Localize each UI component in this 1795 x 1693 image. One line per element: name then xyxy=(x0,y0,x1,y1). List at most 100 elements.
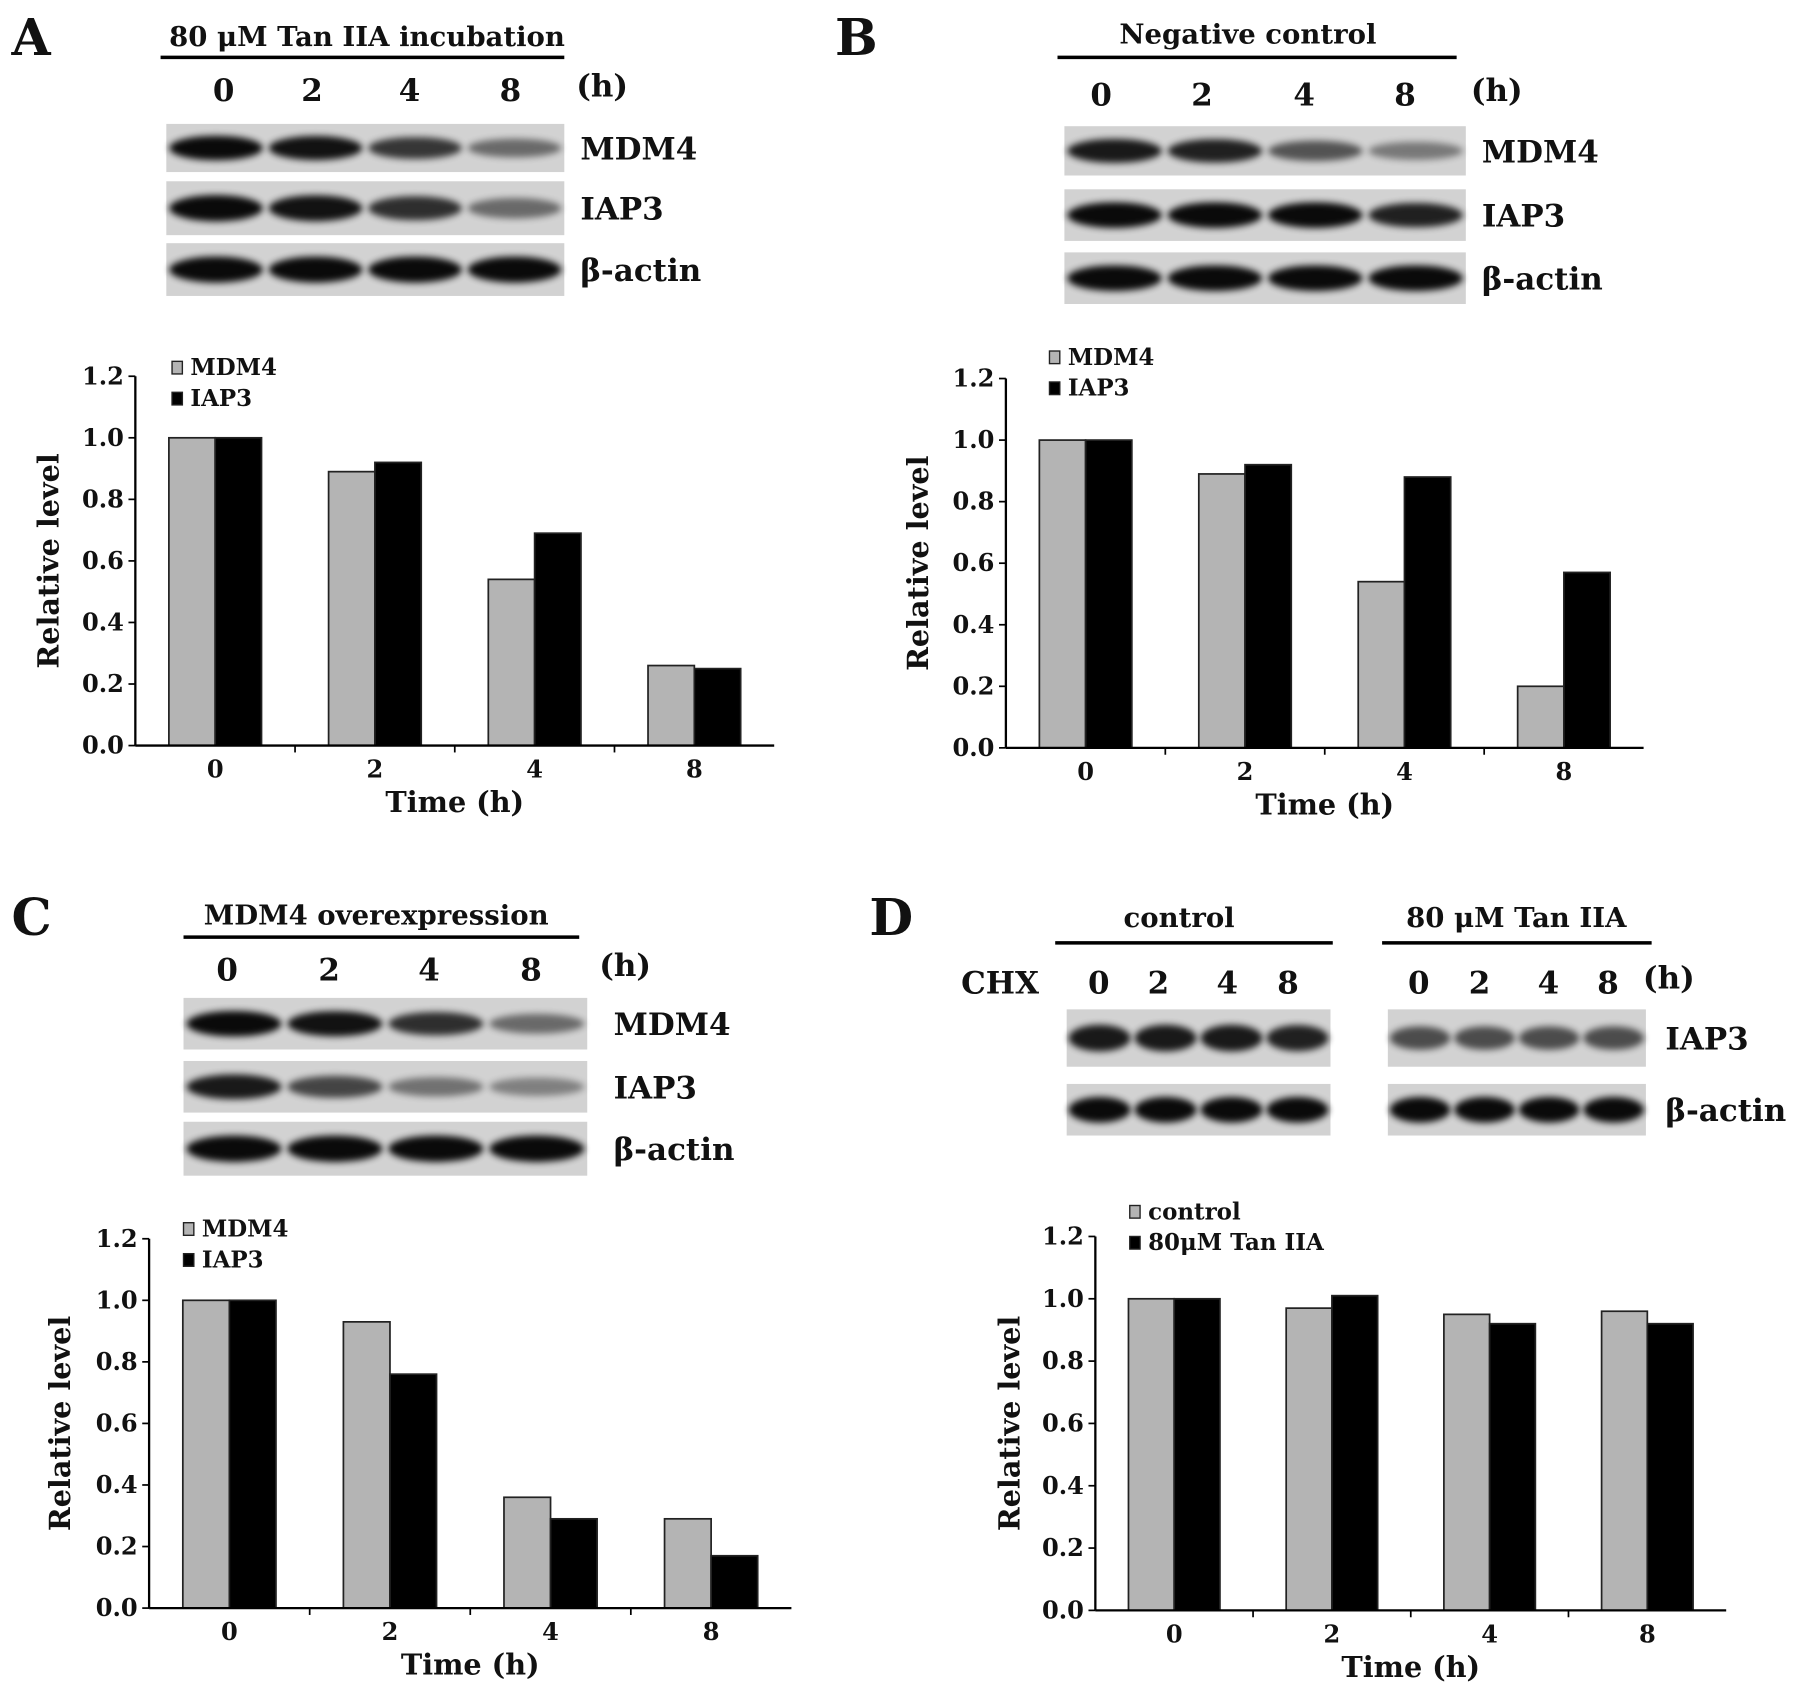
y-axis-label: Relative level xyxy=(43,1316,77,1531)
band xyxy=(186,1010,282,1037)
lane-label: 4 xyxy=(1293,78,1315,114)
x-tick-label: 4 xyxy=(1481,1619,1498,1648)
x-tick-label: 0 xyxy=(1077,757,1094,786)
bar-80-m-tan-iia-2 xyxy=(1331,1294,1379,1612)
y-tick-label: 0.6 xyxy=(96,1408,138,1437)
bar-mdm4-0 xyxy=(168,436,217,747)
legend-swatch xyxy=(1129,1235,1141,1250)
band xyxy=(1368,141,1463,160)
band xyxy=(1068,1024,1131,1052)
x-axis-label: Time (h) xyxy=(1341,1650,1480,1684)
blot-mdm4 xyxy=(166,123,565,173)
bar-control-2 xyxy=(1285,1307,1333,1612)
y-axis-label: Relative level xyxy=(993,1316,1027,1531)
x-tick-label: 8 xyxy=(1556,757,1573,786)
lane-label: 2 xyxy=(318,953,340,989)
band xyxy=(1454,1026,1515,1050)
time-unit-label: (h) xyxy=(1471,73,1523,109)
y-tick-label: 0.0 xyxy=(82,731,124,760)
band xyxy=(1134,1096,1197,1123)
bar-80-m-tan-iia-0 xyxy=(1173,1297,1221,1612)
blot-mdm4 xyxy=(183,997,588,1050)
y-axis-label: Relative level xyxy=(31,453,65,668)
condition-header: MDM4 overexpression xyxy=(204,899,549,931)
row-label: CHX xyxy=(961,965,1039,1001)
legend-label: MDM4 xyxy=(1068,344,1155,371)
y-tick-label: 0.6 xyxy=(953,548,995,577)
time-unit-label: (h) xyxy=(576,68,628,104)
blot-label: β-actin xyxy=(580,253,701,289)
lane-label: 0 xyxy=(213,73,235,109)
lane-label: 8 xyxy=(1597,965,1619,1001)
bar-mdm4-2 xyxy=(327,470,376,747)
blot-beta-actin xyxy=(1066,1083,1646,1136)
band xyxy=(268,135,363,161)
bar-iap3-2 xyxy=(1244,463,1293,749)
y-tick-label: 0.6 xyxy=(82,546,124,575)
panel-letter: B xyxy=(835,8,878,67)
blot-iap3 xyxy=(1066,1009,1646,1067)
band xyxy=(169,135,263,161)
x-tick-label: 4 xyxy=(526,755,543,784)
blot-beta-actin xyxy=(1064,252,1466,304)
band xyxy=(368,196,462,221)
band xyxy=(287,1135,383,1162)
band xyxy=(1268,202,1363,228)
y-tick-label: 0.2 xyxy=(96,1532,138,1561)
band xyxy=(1067,202,1162,228)
bar-chart-c: 0 2 4 8 0.0 0.2 0.4 0.6 0.8 1.0 1.2 Time (h) Relativ… xyxy=(43,1215,792,1682)
y-tick-label: 0.4 xyxy=(1042,1471,1084,1500)
x-tick-label: 0 xyxy=(1166,1619,1183,1648)
y-tick-label: 0.2 xyxy=(1042,1533,1084,1562)
y-tick-label: 0.8 xyxy=(953,487,995,516)
band xyxy=(1368,202,1463,228)
condition-header: control xyxy=(1124,902,1235,934)
y-tick-label: 0.4 xyxy=(96,1470,138,1499)
bar-iap3-8 xyxy=(1563,571,1611,749)
bar-control-8 xyxy=(1600,1310,1649,1612)
y-tick-label: 1.0 xyxy=(953,425,995,454)
band xyxy=(1583,1026,1644,1050)
y-tick-label: 0.0 xyxy=(953,733,995,762)
x-tick-label: 4 xyxy=(542,1617,559,1646)
x-tick-label: 8 xyxy=(686,755,703,784)
bar-iap3-2 xyxy=(389,1373,438,1609)
band xyxy=(1200,1024,1263,1052)
legend-swatch xyxy=(1129,1204,1141,1219)
band xyxy=(489,1135,585,1162)
x-tick-label: 2 xyxy=(367,755,384,784)
legend-swatch xyxy=(182,1252,195,1267)
band xyxy=(1518,1096,1580,1123)
x-tick-label: 0 xyxy=(221,1617,238,1646)
lane-label: 8 xyxy=(1277,965,1299,1001)
band xyxy=(388,1135,484,1162)
band xyxy=(388,1077,484,1097)
bar-iap3-8 xyxy=(693,667,742,747)
band xyxy=(1167,139,1263,163)
band xyxy=(1266,1024,1329,1052)
bar-chart-b: 0 2 4 8 0.0 0.2 0.4 0.6 0.8 1.0 1.2 Time (h) Relativ… xyxy=(901,344,1644,821)
bar-iap3-0 xyxy=(214,436,263,747)
bar-chart-a: 0 2 4 8 0.0 0.2 0.4 0.6 0.8 1.0 1.2 Time (h) Relativ… xyxy=(31,354,775,819)
bar-iap3-8 xyxy=(710,1554,759,1609)
lane-label: 0 xyxy=(1090,78,1112,114)
y-tick-label: 0.2 xyxy=(953,671,995,700)
y-tick-label: 1.2 xyxy=(953,364,995,393)
lane-label: 2 xyxy=(1469,965,1491,1001)
band xyxy=(1067,138,1162,163)
band xyxy=(467,197,562,219)
bar-80-m-tan-iia-4 xyxy=(1488,1322,1537,1612)
blot-label: MDM4 xyxy=(1482,134,1599,170)
y-tick-label: 1.0 xyxy=(82,423,124,452)
blot-label: β-actin xyxy=(1482,262,1603,298)
lane-label: 2 xyxy=(301,73,323,109)
bar-chart-d: 0 2 4 8 0.0 0.2 0.4 0.6 0.8 1.0 1.2 Time (h) Relativ… xyxy=(993,1198,1727,1684)
bar-mdm4-8 xyxy=(1516,685,1565,749)
x-tick-label: 0 xyxy=(207,755,224,784)
band xyxy=(1368,265,1463,292)
blot-beta-actin xyxy=(183,1121,588,1176)
y-tick-label: 1.2 xyxy=(96,1224,138,1253)
